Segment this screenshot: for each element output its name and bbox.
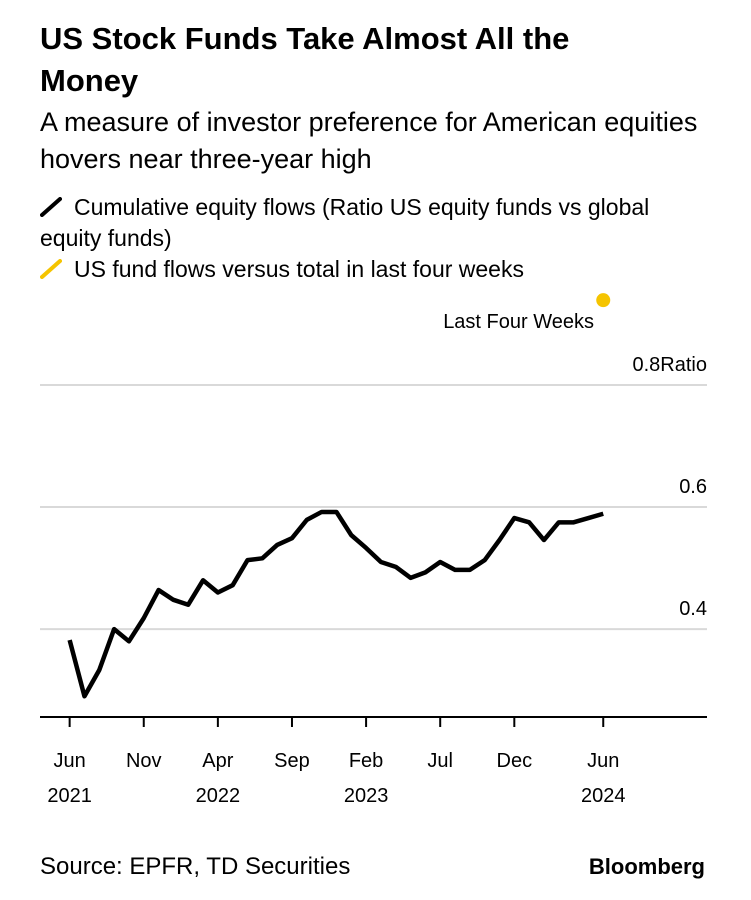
x-tick-label: Jun [587,750,619,772]
x-tick-label: Jun [54,750,86,772]
chart-title: US Stock Funds Take Almost All the Money [40,21,570,98]
x-tick-label: Sep [274,750,310,772]
x-tick-label: Jul [427,750,453,772]
legend-item: US fund flows versus total in last four … [40,254,700,285]
annotation: Last Four Weeks [443,311,594,333]
x-tick-label: 2022 [196,785,241,807]
legend-label: Cumulative equity flows (Ratio US equity… [40,194,650,251]
y-tick-label: 0.6 [679,476,707,498]
y-tick-label: 0.4 [679,598,707,620]
x-tick-label: Nov [126,750,162,772]
x-tick-label: Feb [349,750,383,772]
brand: Bloomberg [589,854,705,879]
series-line [67,509,604,699]
legend-item: Cumulative equity flows (Ratio US equity… [40,192,700,254]
x-tick-label: Apr [202,750,233,772]
legend-swatch-line [40,259,62,279]
source: Source: EPFR, TD Securities [40,853,350,880]
legend-swatch-line [40,197,62,217]
x-tick-label: 2023 [344,785,389,807]
y-tick-label: 0.8Ratio [633,354,708,376]
x-tick-label: 2024 [581,785,626,807]
x-tick-label: Dec [497,750,533,772]
series-point [596,293,611,308]
legend-label: US fund flows versus total in last four … [74,256,524,282]
chart-subtitle: A measure of investor preference for Ame… [40,107,698,174]
x-tick-label: 2021 [47,785,92,807]
legend-swatch [40,259,62,279]
legend-swatch [40,197,62,217]
